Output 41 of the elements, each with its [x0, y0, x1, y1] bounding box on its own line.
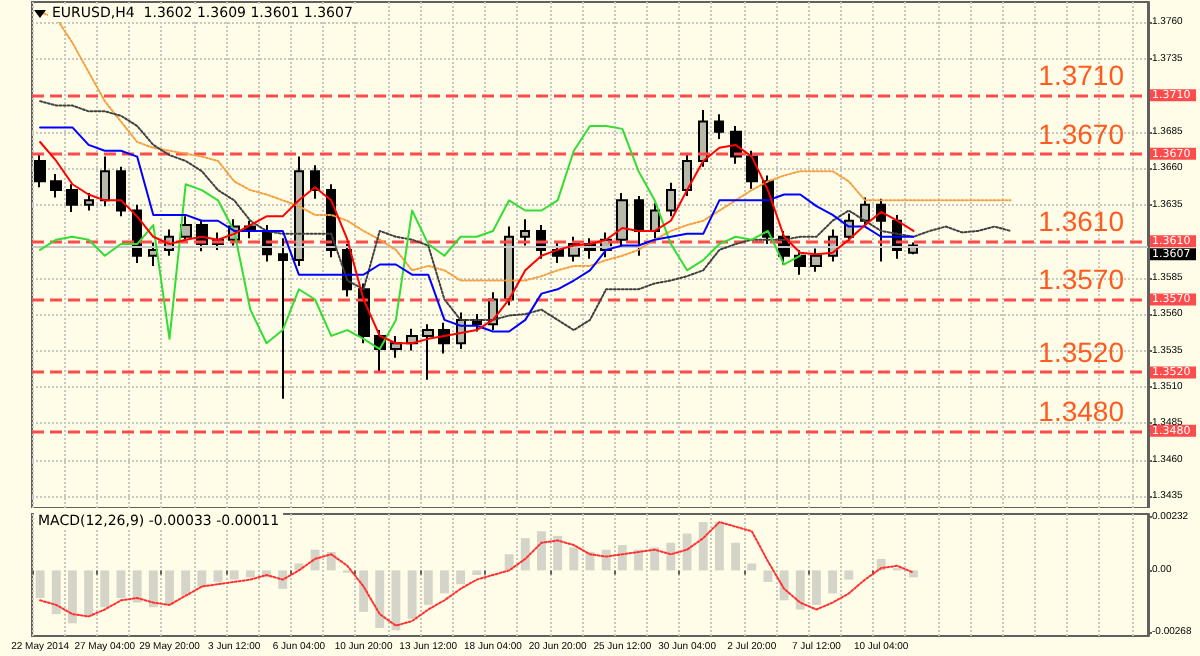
- text: 1.3710: [1038, 59, 1124, 92]
- line-series: [39, 100, 1012, 332]
- candlestick: [278, 237, 288, 400]
- candlestick: [390, 334, 402, 359]
- candlestick: [876, 197, 886, 263]
- candlestick: [860, 196, 870, 228]
- candlestick: [34, 154, 46, 189]
- candlestick: [746, 149, 758, 190]
- bar: [537, 531, 546, 571]
- candlestick: [810, 247, 822, 273]
- bar: [213, 570, 223, 582]
- candlestick: [698, 108, 708, 168]
- candlestick: [50, 173, 62, 199]
- candlestick: [682, 152, 692, 197]
- candlestick: [180, 215, 192, 244]
- candlestick: [634, 194, 644, 257]
- candlestick: [794, 248, 806, 276]
- candlestick: [100, 155, 110, 208]
- ref-line-label: 1.3520: [1038, 336, 1125, 369]
- candlestick: [148, 241, 158, 267]
- candlestick: [650, 202, 660, 240]
- candlestick: [616, 192, 628, 247]
- text: 1.3570: [1038, 263, 1124, 296]
- candlestick: [552, 241, 564, 265]
- text: 1.3670: [1038, 117, 1124, 150]
- candlestick: [520, 218, 530, 247]
- candlestick: [422, 323, 434, 381]
- candlestick: [714, 113, 724, 141]
- candlestick: [116, 165, 126, 218]
- bar: [763, 570, 773, 582]
- candlestick: [84, 192, 94, 212]
- bar: [569, 547, 579, 571]
- bar: [375, 570, 385, 628]
- bar: [181, 570, 191, 596]
- line-series: [39, 124, 802, 351]
- text: 1.3610: [1038, 205, 1124, 238]
- candlestick: [666, 181, 676, 218]
- text: 1.3480: [1038, 394, 1124, 427]
- bar: [731, 542, 741, 571]
- candlestick: [310, 164, 320, 200]
- candlestick: [66, 183, 78, 213]
